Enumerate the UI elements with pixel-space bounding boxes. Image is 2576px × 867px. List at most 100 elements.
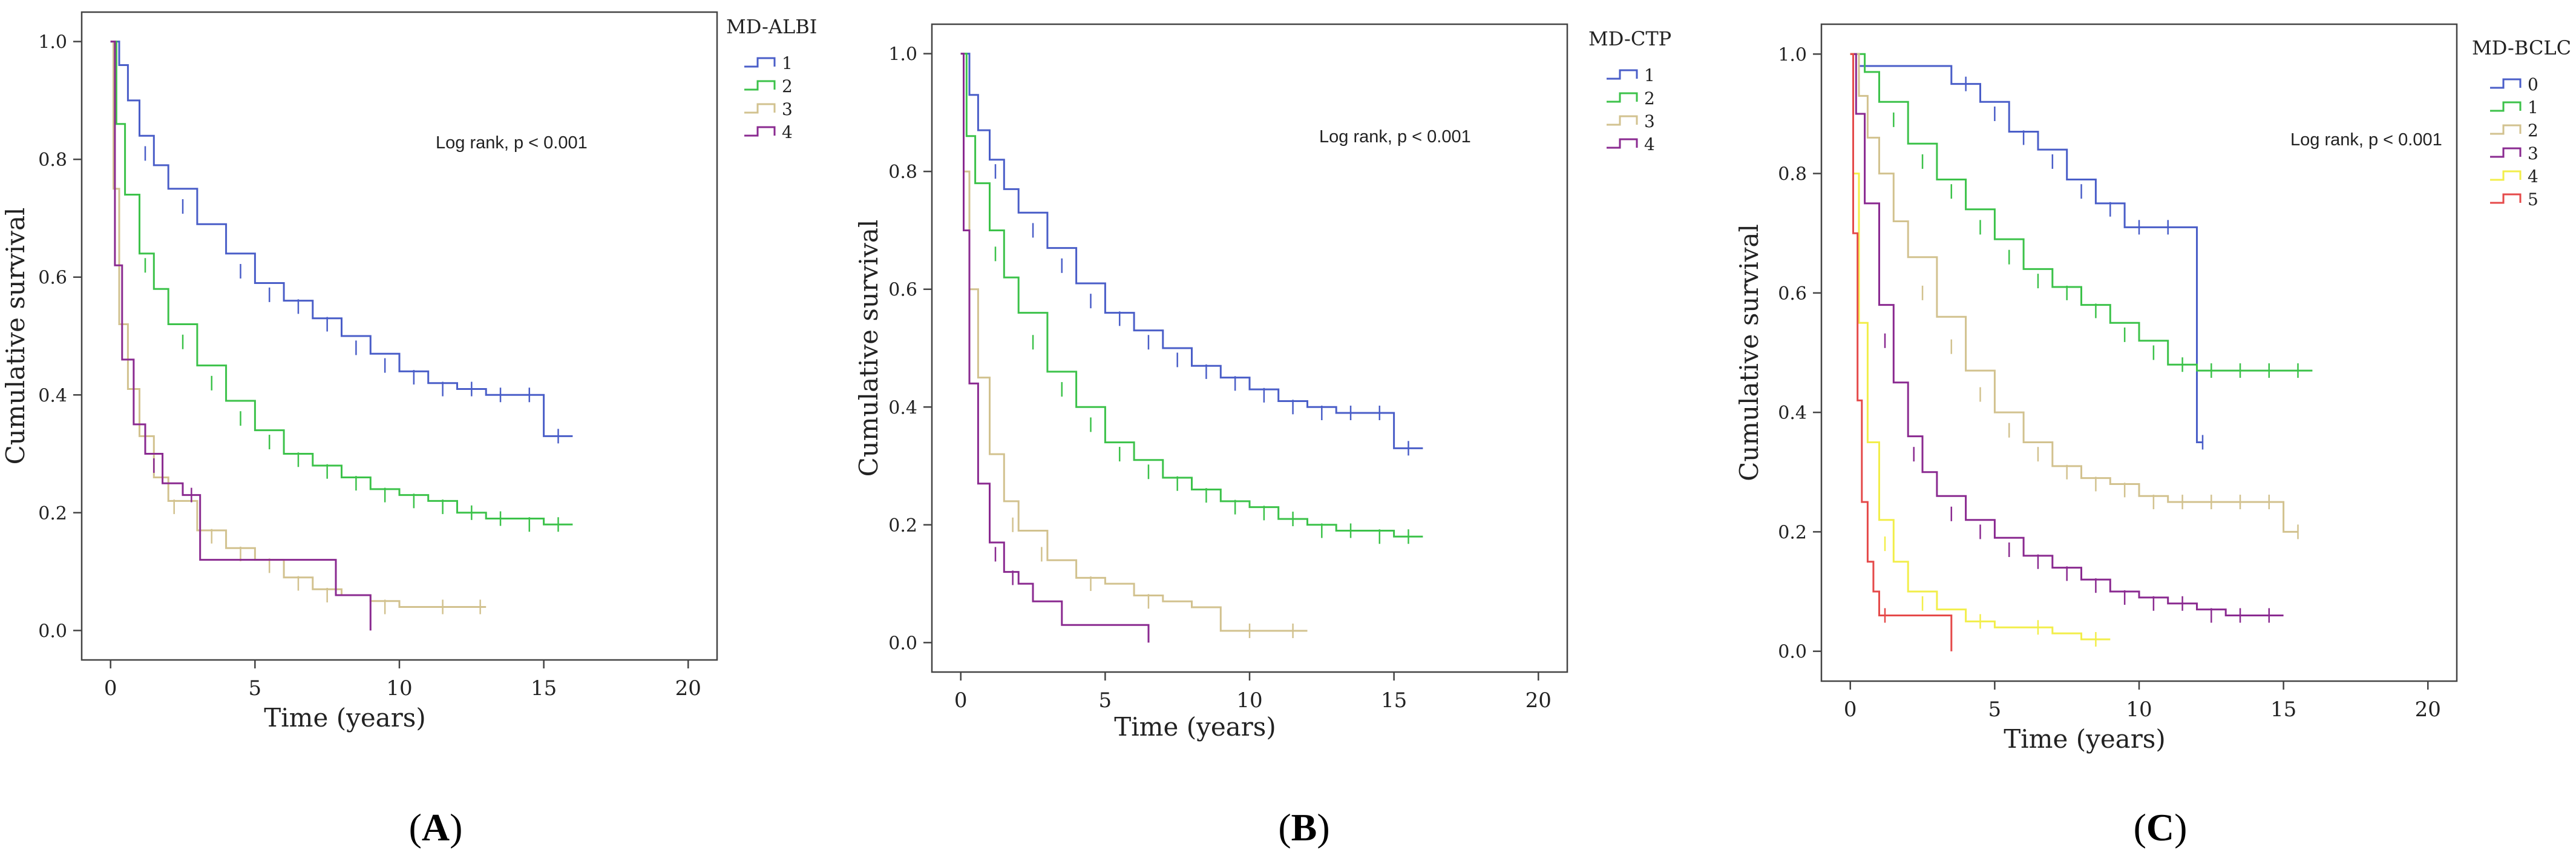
y-tick-label: 0.0	[38, 621, 67, 642]
plot-frame	[1820, 23, 2458, 682]
y-tick-label: 0.6	[38, 268, 67, 289]
x-tick-label: 15	[1381, 688, 1407, 713]
x-tick-label: 5	[1099, 688, 1112, 713]
y-tick-label: 0.2	[38, 503, 67, 524]
legend-label-1: 1	[2528, 97, 2538, 117]
legend-swatch-4	[1607, 138, 1638, 149]
legend-swatch-3	[2490, 147, 2522, 158]
x-tick-label: 20	[2415, 697, 2441, 722]
x-tick-label: 10	[2126, 697, 2152, 722]
survival-curve-0	[1850, 53, 2203, 443]
legend-swatch-4	[744, 126, 776, 137]
legend-label-3: 3	[782, 99, 793, 119]
x-tick-label: 0	[104, 676, 117, 701]
y-axis-label: Cumulative survival	[1, 208, 30, 465]
panel-label: (B)	[1278, 806, 1329, 849]
plot-frame	[931, 23, 1568, 673]
series-4	[110, 41, 372, 631]
legend-label-1: 1	[1644, 65, 1655, 85]
y-tick-label: 1.0	[888, 44, 917, 65]
series-2	[960, 53, 1423, 544]
x-tick-label: 0	[954, 688, 968, 713]
y-tick-label: 0.4	[888, 397, 917, 418]
x-tick-label: 15	[2270, 697, 2296, 722]
log-rank-annotation: Log rank, p < 0.001	[1319, 127, 1471, 147]
legend-swatch-0	[2490, 78, 2522, 89]
legend-swatch-3	[744, 103, 776, 114]
y-tick-label: 1.0	[38, 32, 67, 53]
y-tick-label: 0.4	[38, 385, 67, 406]
survival-curve-3	[960, 53, 1308, 632]
y-tick-label: 0.0	[1778, 642, 1807, 663]
y-tick-label: 0.6	[888, 280, 917, 301]
legend-title: MD-BCLC	[2472, 36, 2571, 59]
legend-swatch-3	[1607, 115, 1638, 126]
legend-label-3: 3	[1644, 111, 1655, 131]
legend-swatch-1	[2490, 101, 2522, 112]
legend-label-0: 0	[2528, 74, 2538, 94]
panel-label: (A)	[409, 806, 463, 849]
survival-curve-1	[110, 41, 573, 437]
y-tick-label: 1.0	[1778, 44, 1807, 65]
y-tick-label: 0.0	[888, 633, 917, 654]
x-tick-label: 20	[1526, 688, 1552, 713]
legend-label-3: 3	[2528, 143, 2538, 163]
y-tick-label: 0.8	[38, 150, 67, 171]
series-5	[1850, 53, 1953, 651]
legend-label-1: 1	[782, 53, 793, 73]
y-axis-label: Cumulative survival	[1734, 224, 1764, 481]
series-1	[1850, 53, 2313, 378]
series-3	[110, 41, 487, 615]
legend-label-2: 2	[2528, 120, 2538, 140]
x-tick-label: 5	[249, 676, 262, 701]
x-tick-label: 15	[531, 676, 557, 701]
series-0	[1850, 53, 2204, 450]
legend-label-4: 4	[2528, 166, 2538, 186]
survival-curve-5	[1850, 53, 1953, 651]
x-axis-label: Time (years)	[264, 703, 426, 733]
series-4	[960, 53, 1150, 643]
survival-curve-2	[960, 53, 1423, 538]
legend-label-4: 4	[1644, 134, 1655, 154]
survival-curve-2	[110, 41, 573, 526]
x-axis-label: Time (years)	[1114, 712, 1276, 742]
x-tick-label: 0	[1844, 697, 1857, 722]
y-tick-label: 0.6	[1778, 283, 1807, 305]
legend-swatch-2	[1607, 92, 1638, 103]
legend-swatch-1	[744, 57, 776, 68]
series-4	[1850, 53, 2111, 647]
series-1	[110, 41, 573, 444]
y-tick-label: 0.8	[1778, 164, 1807, 185]
series-2	[1850, 53, 2299, 539]
x-tick-label: 5	[1988, 697, 2002, 722]
legend-swatch-2	[2490, 124, 2522, 135]
series-1	[960, 53, 1423, 456]
y-axis-label: Cumulative survival	[854, 220, 883, 477]
x-axis-label: Time (years)	[2004, 724, 2166, 754]
legend-label-4: 4	[782, 122, 793, 142]
plot-frame	[80, 11, 718, 661]
log-rank-annotation: Log rank, p < 0.001	[2290, 130, 2442, 150]
y-tick-label: 0.2	[1778, 522, 1807, 543]
x-tick-label: 10	[386, 676, 412, 701]
y-tick-label: 0.8	[888, 162, 917, 183]
series-3	[1850, 53, 2284, 623]
legend-title: MD-CTP	[1588, 27, 1671, 50]
survival-curve-3	[1850, 53, 2284, 616]
legend-title: MD-ALBI	[726, 15, 817, 38]
legend-swatch-1	[1607, 69, 1638, 80]
y-tick-label: 0.2	[888, 515, 917, 536]
legend-swatch-5	[2490, 193, 2522, 204]
legend-label-2: 2	[1644, 88, 1655, 108]
legend-swatch-2	[744, 80, 776, 91]
y-tick-label: 0.4	[1778, 403, 1807, 424]
legend-label-2: 2	[782, 76, 793, 96]
survival-curve-3	[110, 41, 487, 608]
panel-label: (C)	[2134, 806, 2188, 849]
survival-curve-1	[960, 53, 1423, 449]
legend-swatch-4	[2490, 170, 2522, 181]
series-2	[110, 41, 573, 532]
survival-curve-1	[1850, 53, 2313, 372]
x-tick-label: 10	[1236, 688, 1262, 713]
